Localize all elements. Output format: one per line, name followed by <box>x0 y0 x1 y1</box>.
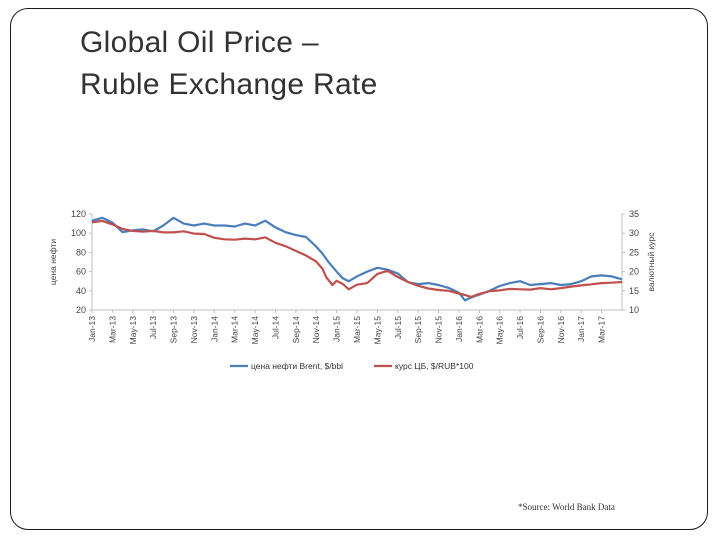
left-y-tick-label: 40 <box>76 286 86 296</box>
right-y-tick-label: 35 <box>629 209 639 219</box>
right-y-axis-title: валютный курс <box>646 232 656 292</box>
x-tick-label: Sep-14 <box>291 316 301 344</box>
x-tick-label: Mar-13 <box>107 316 117 343</box>
x-tick-label: Nov-13 <box>189 316 199 344</box>
x-tick-label: Jan-17 <box>576 316 586 342</box>
x-tick-label: Jan-14 <box>209 316 219 342</box>
left-y-tick-label: 80 <box>76 247 86 257</box>
x-tick-label: Mar-17 <box>597 316 607 343</box>
x-tick-label: May-13 <box>128 316 138 345</box>
slide-frame <box>10 8 708 530</box>
x-tick-label: Nov-15 <box>434 316 444 344</box>
left-y-tick-label: 120 <box>71 209 86 219</box>
title-line-2: Ruble Exchange Rate <box>80 68 378 101</box>
x-tick-label: Nov-16 <box>556 316 566 344</box>
x-tick-label: Mar-15 <box>352 316 362 343</box>
left-y-tick-label: 60 <box>76 267 86 277</box>
legend-label-oil: цена нефти Brent, $/bbl <box>251 361 343 371</box>
ruble-rate-series-line <box>91 219 623 299</box>
x-tick-label: Jan-16 <box>454 316 464 342</box>
right-y-tick-label: 25 <box>629 247 639 257</box>
x-tick-label: Mar-16 <box>474 316 484 343</box>
slide-title: Global Oil Price – Ruble Exchange Rate <box>80 22 600 106</box>
x-tick-label: May-15 <box>372 316 382 345</box>
right-y-tick-label: 30 <box>629 228 639 238</box>
x-tick-label: Sep-15 <box>413 316 423 344</box>
x-tick-label: Jan-15 <box>332 316 342 342</box>
left-y-tick-label: 20 <box>76 305 86 315</box>
x-tick-label: Sep-16 <box>535 316 545 344</box>
oil-price-series-line <box>91 216 623 302</box>
x-tick-label: Jul-15 <box>393 316 403 339</box>
legend-label-ruble: курс ЦБ, $/RUB*100 <box>395 361 474 371</box>
x-tick-label: Nov-14 <box>311 316 321 344</box>
x-tick-label: May-16 <box>495 316 505 345</box>
x-tick-label: Mar-14 <box>230 316 240 343</box>
left-y-tick-label: 100 <box>71 228 86 238</box>
x-tick-label: Sep-13 <box>169 316 179 344</box>
x-tick-label: Jul-14 <box>270 316 280 339</box>
right-y-tick-label: 20 <box>629 267 639 277</box>
x-tick-label: May-14 <box>250 316 260 345</box>
left-y-axis-title: цена нефти <box>48 239 58 285</box>
source-note: *Source: World Bank Data <box>518 502 615 512</box>
x-tick-label: Jul-13 <box>148 316 158 339</box>
title-line-1: Global Oil Price – <box>80 26 319 59</box>
x-tick-label: Jul-16 <box>515 316 525 339</box>
x-tick-label: Jan-13 <box>87 316 97 342</box>
right-y-tick-label: 10 <box>629 305 639 315</box>
right-y-tick-label: 15 <box>629 286 639 296</box>
oil-ruble-line-chart: 20 40 60 80 100 120 10 15 20 25 30 35 цена нефти валю… <box>48 209 656 371</box>
